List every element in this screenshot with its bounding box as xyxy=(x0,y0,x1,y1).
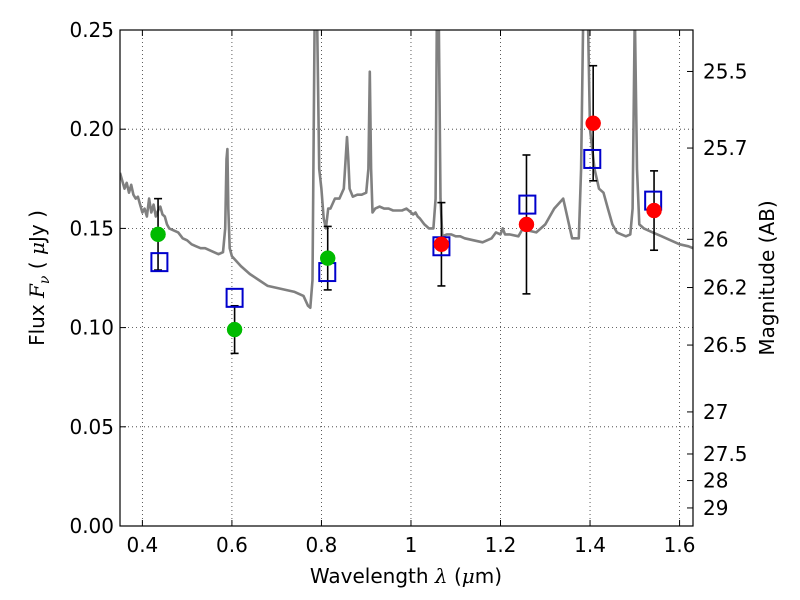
mag-tick-label: 27.5 xyxy=(703,442,748,466)
mag-tick-label: 26 xyxy=(703,227,728,251)
observed-flux-point xyxy=(585,115,601,131)
x-tick-label: 0.4 xyxy=(126,533,158,557)
model-photometry-square xyxy=(225,287,244,308)
y-axis-label: Flux Fν ( μJy ) xyxy=(25,210,53,346)
x-tick-label: 1.4 xyxy=(574,533,606,557)
mag-tick-label: 25.7 xyxy=(703,136,748,160)
model-photometry-square xyxy=(150,252,169,273)
observed-flux-point xyxy=(319,250,336,266)
x-tick-label: 1.6 xyxy=(664,533,696,557)
x-tick-label: 1.2 xyxy=(485,533,517,557)
x-tick-label: 1 xyxy=(405,533,418,557)
observed-flux-point xyxy=(226,321,243,338)
mag-tick-label: 26.2 xyxy=(703,276,748,300)
plot-frame xyxy=(119,29,694,527)
y-tick-label: 0.20 xyxy=(69,117,114,141)
observed-flux-point xyxy=(646,202,662,219)
mag-tick-label: 27 xyxy=(703,400,728,424)
x-tick-label: 0.6 xyxy=(216,533,248,557)
mag-tick-label: 25.5 xyxy=(703,59,748,83)
mag-tick-label: 29 xyxy=(703,496,728,520)
data-points-layer xyxy=(150,64,663,355)
model-photometry-square xyxy=(583,148,602,169)
model-spectrum-layer xyxy=(120,30,693,310)
observed-flux-point xyxy=(433,236,450,253)
y-tick-label: 0.15 xyxy=(69,216,114,240)
mag-tick-label: 28 xyxy=(703,469,728,493)
y-tick-label: 0.00 xyxy=(69,514,114,538)
axis-ticks: 0.4 0.6 0.8 1 1.2 1.4 1.6 0.00 0.05 0.10 0.15 0.20 0… xyxy=(69,18,747,557)
y2-axis-label: Magnitude (AB) xyxy=(755,200,779,355)
y-tick-label: 0.10 xyxy=(69,316,114,340)
mag-tick-label: 26.5 xyxy=(703,333,748,357)
y-tick-label: 0.25 xyxy=(69,18,114,42)
observed-flux-point xyxy=(518,216,535,233)
model-photometry-square xyxy=(518,194,537,215)
model-spectrum-line xyxy=(120,30,693,310)
x-axis-label: Wavelength λ (μm) xyxy=(310,564,502,588)
x-tick-label: 0.8 xyxy=(306,533,338,557)
grid-lines xyxy=(120,29,693,527)
observed-flux-point xyxy=(150,226,166,243)
y-tick-label: 0.05 xyxy=(69,415,114,439)
